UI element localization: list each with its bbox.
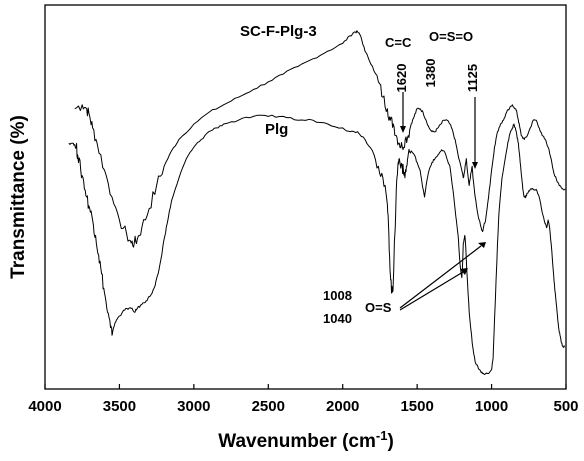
plot-frame [44, 4, 567, 390]
annotation-1620: 1620 [394, 64, 409, 93]
x-tick-label-2500: 2500 [252, 398, 285, 415]
x-tick-label-2000: 2000 [326, 398, 359, 415]
x-axis-ticks: 4000 3500 3000 2500 2000 1500 1000 500 [28, 384, 579, 415]
y-axis-title: Transmittance (%) [8, 115, 29, 279]
annotation-c-eq-c: C=C [385, 35, 412, 50]
series-label-sc-f-plg-3: SC-F-Plg-3 [240, 23, 317, 40]
series-label-plg: Plg [265, 121, 288, 138]
arrow-1125-head [472, 162, 478, 169]
annotation-o-eq-s: O=S [365, 300, 392, 315]
x-tick-label-3000: 3000 [177, 398, 210, 415]
x-tick-label-3500: 3500 [103, 398, 136, 415]
arrow-o-s-upper-head [478, 242, 486, 248]
annotation-1380: 1380 [423, 59, 438, 88]
arrow-o-s-lower [399, 271, 464, 311]
arrow-1620-head [400, 126, 406, 133]
annotation-1008: 1008 [323, 288, 352, 303]
x-axis-title: Wavenumber (cm-1) [218, 428, 394, 452]
series-line-plg [68, 114, 565, 375]
series-line-sc-f-plg-3 [74, 30, 566, 248]
annotation-1040: 1040 [323, 311, 352, 326]
arrow-o-s-lower-head [460, 268, 468, 275]
x-tick-label-4000: 4000 [28, 398, 61, 415]
x-tick-label-500: 500 [553, 398, 578, 415]
x-tick-label-1000: 1000 [475, 398, 508, 415]
x-tick-label-1500: 1500 [400, 398, 433, 415]
annotation-1125: 1125 [465, 64, 480, 92]
arrow-o-s-upper [399, 245, 482, 309]
annotations: SC-F-Plg-3 Plg C=C O=S=O 1620 1380 1125 … [240, 23, 486, 326]
annotation-o-s-o: O=S=O [429, 29, 473, 44]
series-layer [68, 30, 566, 375]
